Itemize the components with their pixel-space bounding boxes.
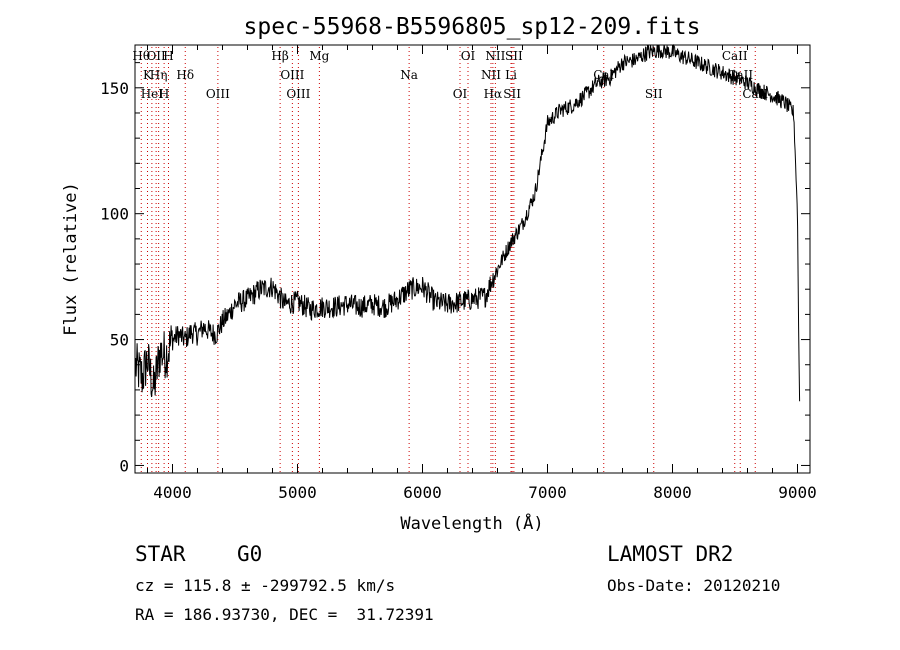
- line-label: Mg: [309, 49, 329, 63]
- line-label: OI: [453, 87, 468, 101]
- plot-frame: [134, 44, 811, 474]
- line-label: HeI: [141, 87, 164, 101]
- line-label: K: [143, 68, 153, 82]
- line-label: Na: [400, 68, 418, 82]
- y-tick-label: 50: [110, 331, 129, 350]
- line-label: H: [159, 87, 169, 101]
- x-tick-label: 4000: [153, 483, 192, 502]
- spectral-line-labels: HθKHeIOIIHηHHHδOIIIHβOIIIOIIIMgNaOIOINII…: [132, 49, 768, 101]
- line-label: Hβ: [271, 49, 288, 63]
- survey-name: LAMOST DR2: [607, 542, 734, 566]
- line-label: Hη: [150, 68, 168, 82]
- x-tick-label: 5000: [278, 483, 317, 502]
- coordinates: RA = 186.93730, DEC = 31.72391: [135, 605, 434, 624]
- y-tick-label: 100: [100, 205, 129, 224]
- spectral-line-markers: [140, 47, 756, 473]
- y-tick-label: 150: [100, 79, 129, 98]
- object-subclass: G0: [237, 542, 263, 566]
- line-label: OIII: [206, 87, 230, 101]
- line-label: Hδ: [176, 68, 194, 82]
- spectrum-line: [135, 43, 801, 402]
- line-label: Hθ: [132, 49, 150, 63]
- y-tick-label: 0: [119, 456, 129, 475]
- axis-ticks: [135, 45, 810, 473]
- line-label: SII: [645, 87, 663, 101]
- line-label: H: [163, 49, 173, 63]
- x-axis-label: Wavelength (Å): [400, 512, 543, 534]
- line-label: OIII: [286, 87, 310, 101]
- line-label: CaII: [722, 49, 748, 63]
- x-tick-label: 6000: [403, 483, 442, 502]
- line-label: Li: [505, 68, 517, 82]
- y-axis-label: Flux (relative): [61, 182, 81, 336]
- object-class: STAR: [135, 542, 186, 566]
- redshift-info: cz = 115.8 ± -299792.5 km/s: [135, 576, 396, 595]
- line-label: OII: [146, 49, 166, 63]
- x-tick-label: 8000: [653, 483, 692, 502]
- x-tick-label: 9000: [778, 483, 817, 502]
- x-tick-label: 7000: [528, 483, 567, 502]
- obs-date: Obs-Date: 20120210: [607, 576, 781, 595]
- line-label: SII: [505, 49, 523, 63]
- line-label: SII: [503, 87, 521, 101]
- line-label: OIII: [280, 68, 304, 82]
- line-label: NII: [485, 49, 505, 63]
- chart-title: spec-55968-B5596805_sp12-209.fits: [244, 14, 701, 40]
- spectrum-chart: spec-55968-B5596805_sp12-209.fits Hθ K HeI…: [61, 14, 817, 534]
- line-label: OI: [461, 49, 476, 63]
- y-tick-labels: 0 50 100 150: [100, 79, 129, 476]
- x-tick-labels: 4000 5000 6000 7000 8000 9000: [153, 483, 817, 502]
- line-label: Hα: [484, 87, 503, 101]
- line-label: NII: [481, 68, 501, 82]
